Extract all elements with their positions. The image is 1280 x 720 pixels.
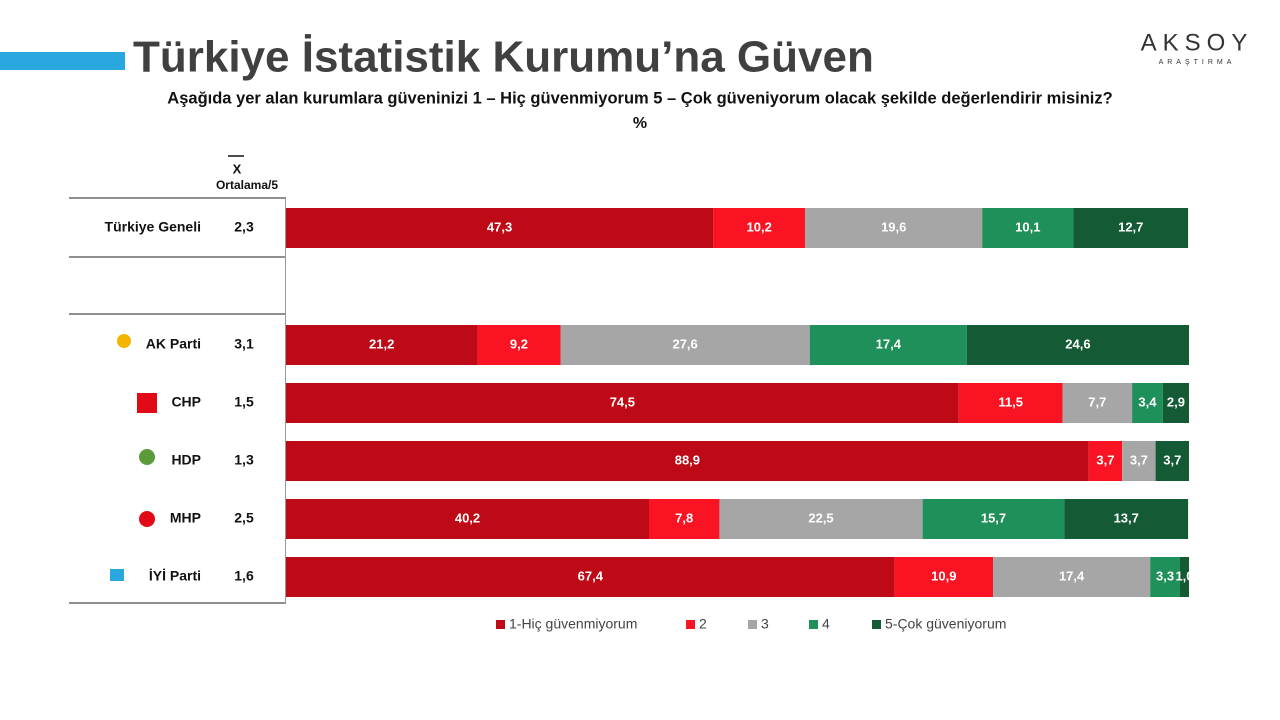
separators [69, 197, 286, 604]
value-label: 27,6 [672, 336, 697, 351]
value-label: 24,6 [1065, 336, 1090, 351]
value-label: 3,3 [1156, 568, 1174, 583]
bar-segment [958, 383, 1063, 423]
category-label: MHP [170, 510, 201, 526]
bar-segment [286, 557, 895, 597]
bar-segment [1179, 557, 1189, 597]
logo-tagline: ARAŞTIRMA [1159, 59, 1236, 66]
legend-swatch [686, 620, 695, 629]
value-label: 22,5 [808, 510, 833, 525]
party-logos [110, 334, 157, 581]
legend-label: 4 [822, 616, 830, 632]
legend-label: 3 [761, 616, 769, 632]
value-label: 19,6 [881, 219, 906, 234]
value-label: 10,9 [931, 568, 956, 583]
average-value: 1,5 [234, 394, 254, 410]
legend-swatch [748, 620, 757, 629]
value-label: 7,7 [1088, 394, 1106, 409]
category-label: HDP [171, 452, 201, 468]
average-value: 1,6 [234, 568, 254, 584]
value-label: 7,8 [675, 510, 693, 525]
bar-segment [1162, 383, 1189, 423]
value-label: 3,7 [1163, 452, 1181, 467]
legend-label: 2 [699, 616, 707, 632]
bar-segment [286, 499, 650, 539]
category-label: Türkiye Geneli [105, 219, 201, 235]
value-label: 88,9 [675, 452, 700, 467]
average-header: Ortalama/5 [216, 178, 278, 192]
value-label: 1,0 [1175, 568, 1193, 583]
bar-segment [966, 325, 1189, 365]
value-label: 13,7 [1114, 510, 1139, 525]
value-label: 47,3 [487, 219, 512, 234]
value-label: 9,2 [510, 336, 528, 351]
category-label: AK Parti [146, 336, 201, 352]
bar-segment [1155, 441, 1189, 481]
value-label: 40,2 [455, 510, 480, 525]
bar-segment [286, 383, 959, 423]
logo-name: AKSOY [1141, 29, 1254, 56]
value-label: 67,4 [578, 568, 604, 583]
category-label: CHP [171, 394, 201, 410]
bar-segment [719, 499, 923, 539]
legend-label: 1-Hiç güvenmiyorum [509, 616, 637, 632]
bar-segment [894, 557, 994, 597]
bar-segment [1150, 557, 1180, 597]
bar-segment [805, 208, 983, 248]
bar-segment [560, 325, 810, 365]
average-value: 2,3 [234, 219, 254, 235]
chart-title: Türkiye İstatistik Kurumu’na Güven [133, 33, 874, 82]
average-value: 1,3 [234, 452, 254, 468]
bar-segment [286, 208, 714, 248]
category-label: İYİ Parti [149, 568, 201, 584]
legend-swatch [872, 620, 881, 629]
bar-segment [1064, 499, 1189, 539]
average-value: 3,1 [234, 336, 254, 352]
value-label: 10,2 [747, 219, 772, 234]
bar-segment [1062, 383, 1133, 423]
average-symbol: X [233, 161, 242, 176]
bar-segment [286, 325, 478, 365]
bar-segment [1122, 441, 1156, 481]
bar-segment [477, 325, 561, 365]
value-label: 17,4 [1059, 568, 1085, 583]
value-label: 74,5 [610, 394, 635, 409]
legend-swatch [809, 620, 818, 629]
bar-segment [1132, 383, 1163, 423]
average-value: 2,5 [234, 510, 254, 526]
value-label: 3,7 [1130, 452, 1148, 467]
bar-segment [286, 441, 1089, 481]
bar-segment [993, 557, 1151, 597]
bar-segment [809, 325, 967, 365]
subtitle: Aşağıda yer alan kurumlara güveninizi 1 … [167, 89, 1112, 107]
unit: % [633, 115, 647, 132]
value-label: 17,4 [876, 336, 902, 351]
value-label: 2,9 [1167, 394, 1185, 409]
bar-segment [922, 499, 1065, 539]
bar-segment [713, 208, 806, 248]
legend-swatch [496, 620, 505, 629]
value-label: 3,7 [1096, 452, 1114, 467]
bar-segment [649, 499, 720, 539]
value-label: 12,7 [1118, 219, 1143, 234]
value-label: 21,2 [369, 336, 394, 351]
value-label: 3,4 [1138, 394, 1157, 409]
bar-segment [982, 208, 1074, 248]
value-label: 11,5 [998, 394, 1023, 409]
bar-segment [1088, 441, 1123, 481]
bar-segment [1073, 208, 1189, 248]
value-label: 10,1 [1015, 219, 1040, 234]
value-label: 15,7 [981, 510, 1006, 525]
accent-bar [0, 52, 125, 70]
legend-label: 5-Çok güveniyorum [885, 616, 1006, 632]
